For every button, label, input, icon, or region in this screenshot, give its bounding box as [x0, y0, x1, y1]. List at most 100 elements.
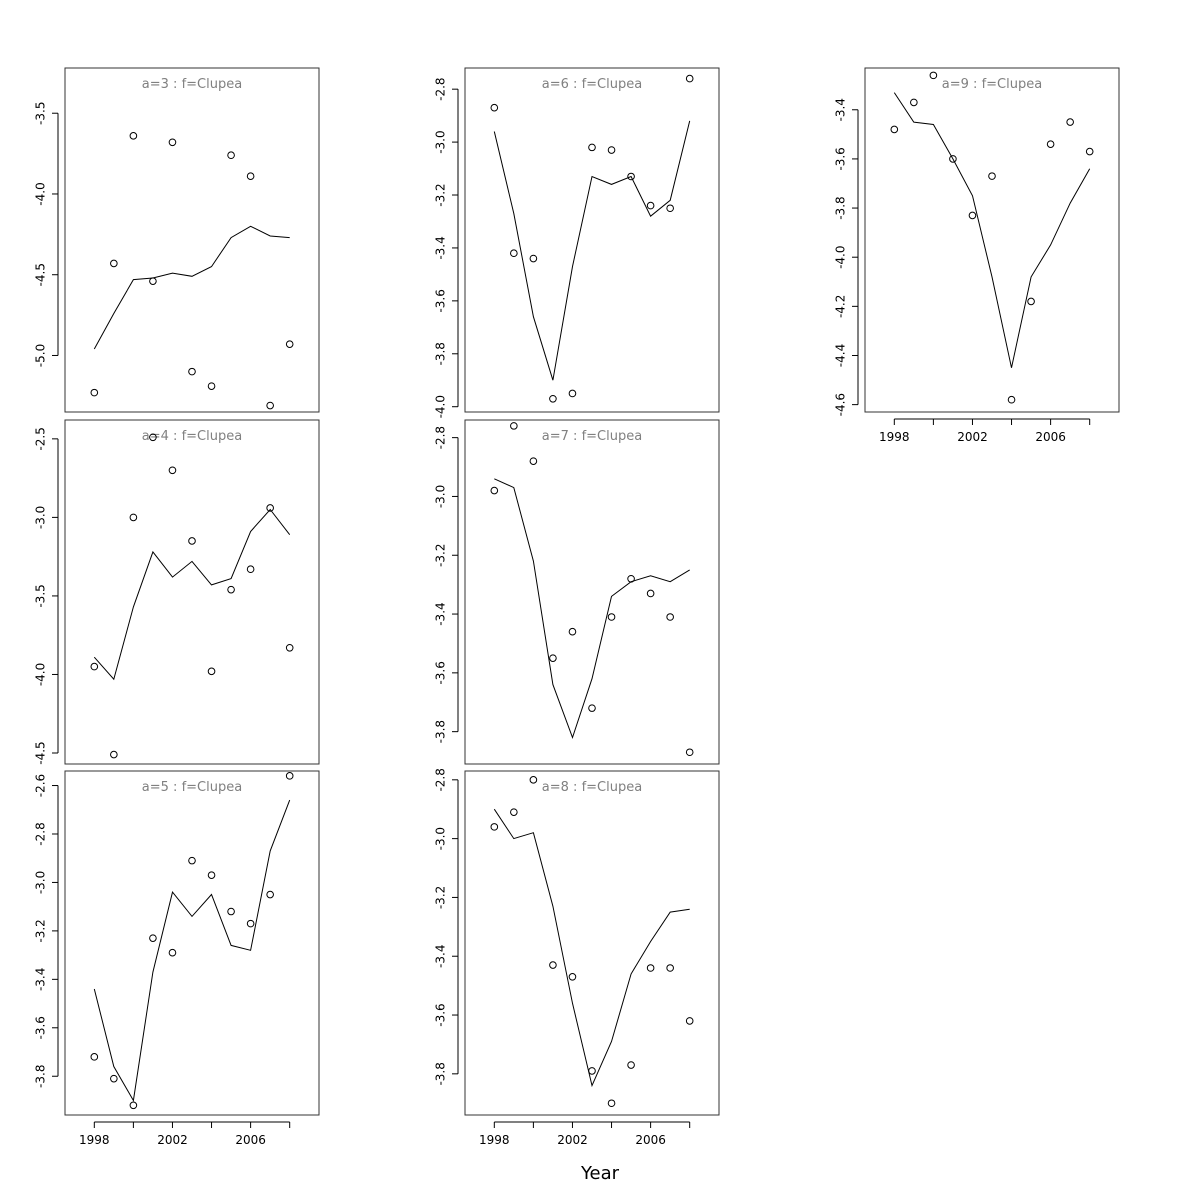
panel-title: a=3 : f=Clupea	[142, 77, 242, 92]
series-line	[493, 808, 690, 1088]
data-point	[646, 964, 655, 972]
x-tick-label: 2002	[557, 1133, 588, 1147]
data-point	[129, 1101, 138, 1110]
data-point	[529, 254, 538, 263]
panel-a9: a=9 : f=Clupea -4.6 -4.4 -4.2 -4.0 -3.8 -3.6 -3…	[834, 67, 1120, 444]
data-point	[1027, 297, 1035, 306]
series-line	[893, 92, 1091, 368]
panel-a7: a=7 : f=Clupea -3.8 -3.6 -3.4 -3.2 -3.0 -2.8	[434, 419, 720, 765]
panel-title: a=6 : f=Clupea	[542, 77, 642, 92]
data-point	[285, 340, 294, 348]
y-tick-label: -4.2	[834, 295, 848, 318]
series-line	[493, 120, 691, 381]
data-point	[266, 890, 274, 899]
y-tick-label: -3.8	[434, 1062, 448, 1085]
y-tick-label: -2.8	[434, 77, 448, 100]
panel-title: a=9 : f=Clupea	[942, 77, 1042, 92]
data-point	[188, 537, 196, 545]
data-point	[588, 704, 596, 712]
panel-a5: a=5 : f=Clupea -3.8 -3.6 -3.4 -3.2 -3.0 -2.8 -2…	[34, 770, 320, 1147]
data-point	[929, 71, 938, 80]
data-point	[685, 1017, 694, 1025]
data-point	[149, 433, 157, 442]
data-point	[968, 211, 977, 220]
data-point	[607, 1099, 616, 1108]
plot-frame	[464, 67, 720, 413]
data-point	[188, 856, 196, 865]
panels-group: a=3 : f=Clupea-5.0-4.5-4.0-3.5a=4 : f=Cl…	[34, 67, 1120, 1147]
y-tick-label: -3.4	[434, 945, 448, 968]
data-point	[685, 74, 694, 83]
series-line	[93, 799, 291, 1102]
y-tick-label: -4.5	[34, 741, 48, 764]
data-point	[685, 748, 694, 757]
y-tick-label: -3.6	[34, 1016, 48, 1039]
data-point	[529, 776, 538, 784]
data-point	[988, 172, 996, 180]
data-point	[90, 1053, 99, 1061]
y-tick-label: -3.4	[834, 98, 848, 121]
data-point	[627, 1061, 635, 1069]
panel-title: a=4 : f=Clupea	[142, 429, 242, 444]
data-point	[227, 151, 235, 160]
data-point	[607, 613, 616, 621]
data-point	[90, 662, 99, 671]
data-point	[890, 125, 899, 134]
data-point	[207, 667, 216, 676]
data-point	[1085, 147, 1094, 156]
y-tick-label: -3.0	[34, 506, 48, 529]
y-tick-label: -3.2	[434, 183, 448, 206]
y-tick-label: -3.2	[434, 886, 448, 909]
y-tick-label: -3.0	[434, 130, 448, 153]
data-point	[529, 457, 538, 465]
data-point	[266, 401, 274, 410]
y-tick-label: -4.4	[834, 344, 848, 367]
plot-frame	[64, 67, 320, 413]
x-tick-label: 2006	[235, 1133, 266, 1147]
data-point	[549, 961, 557, 969]
y-tick-label: -4.0	[434, 395, 448, 418]
data-point	[129, 132, 138, 140]
data-point	[110, 259, 118, 268]
panel-a8: a=8 : f=Clupea -3.8 -3.6 -3.4 -3.2 -3.0 -2.8 19…	[434, 768, 720, 1147]
y-tick-label: -2.8	[34, 822, 48, 845]
data-point	[207, 871, 216, 879]
y-tick-label: -3.6	[434, 1003, 448, 1026]
data-point	[666, 204, 674, 213]
series-line	[93, 508, 291, 681]
data-point	[490, 486, 499, 495]
y-tick-label: -3.4	[434, 236, 448, 259]
data-point	[168, 466, 177, 475]
data-point	[607, 146, 616, 154]
data-point	[207, 382, 216, 390]
data-point	[666, 613, 674, 621]
data-point	[627, 574, 635, 583]
y-tick-label: -3.6	[434, 661, 448, 684]
y-tick-label: -3.6	[434, 289, 448, 312]
x-tick-label: 2006	[635, 1133, 666, 1147]
data-point	[588, 1067, 596, 1075]
data-point	[490, 103, 499, 112]
x-tick-label: 2006	[1035, 430, 1066, 444]
data-point	[246, 565, 255, 574]
data-point	[666, 964, 674, 972]
data-point	[149, 934, 157, 942]
data-point	[568, 389, 577, 398]
data-point	[188, 367, 196, 376]
data-point	[627, 172, 635, 181]
panel-title: a=8 : f=Clupea	[542, 780, 642, 795]
panel-a6: a=6 : f=Clupea -4.0 -3.8 -3.6 -3.4 -3.2 -3.0 -2…	[434, 67, 720, 418]
y-tick-label: -2.8	[434, 426, 448, 449]
x-tick-label: 1998	[879, 430, 910, 444]
series-line	[494, 478, 690, 740]
data-point	[149, 277, 157, 285]
plot-frame	[464, 770, 720, 1116]
data-point	[168, 138, 177, 147]
data-point	[90, 388, 99, 397]
panel-a4: a=4 : f=Clupea -4.5 -4.0 -3.5 -3.0 -2.5	[34, 419, 320, 765]
data-point	[568, 973, 577, 981]
data-point	[549, 654, 557, 662]
x-tick-label: 2002	[957, 430, 988, 444]
plot-frame	[64, 419, 320, 765]
